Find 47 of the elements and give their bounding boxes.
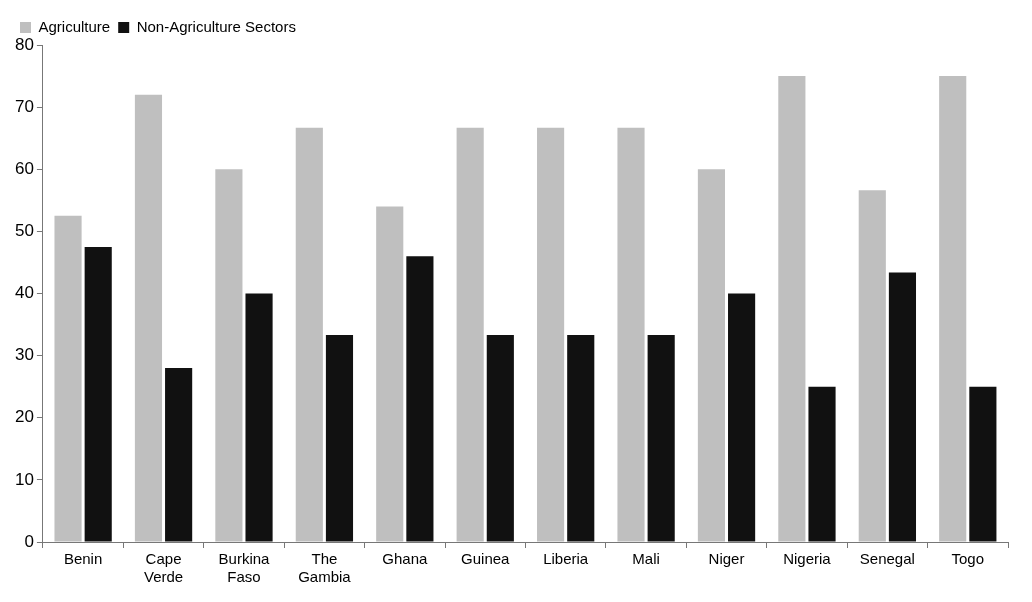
bar: [134, 94, 163, 542]
bar: [939, 76, 967, 542]
bar: [617, 127, 645, 542]
x-tick-label: Ghana: [382, 550, 428, 568]
y-tick-label: 20: [14, 407, 34, 427]
y-tick-label: 40: [14, 283, 34, 303]
x-tick-label: Mali: [632, 550, 660, 568]
y-tick-label: 10: [14, 469, 34, 489]
x-tick-label: Liberia: [543, 550, 589, 568]
x-tick-label: Burkina Faso: [218, 550, 271, 586]
y-tick-label: 60: [14, 158, 34, 178]
bar: [376, 206, 404, 542]
bar: [778, 76, 806, 542]
bar: [406, 256, 434, 542]
bar: [537, 127, 565, 542]
y-tick-label: 0: [24, 531, 34, 551]
legend-label: Agriculture: [38, 17, 111, 35]
bar: [808, 386, 836, 542]
bar: [858, 190, 886, 542]
bar: [295, 127, 323, 542]
bar: [697, 169, 726, 542]
legend-label: Non-Agriculture Sectors: [136, 17, 296, 35]
bar: [567, 335, 595, 542]
x-tick-label: Cape Verde: [143, 550, 184, 586]
y-tick-label: 80: [14, 34, 34, 54]
y-tick-label: 70: [14, 96, 34, 116]
bar: [84, 246, 112, 542]
x-tick-label: Togo: [951, 550, 985, 568]
bar: [215, 169, 243, 542]
bar: [245, 293, 273, 542]
x-tick-label: The Gambia: [298, 550, 352, 586]
x-tick-label: Nigeria: [783, 550, 832, 568]
bar: [728, 293, 756, 542]
bar: [969, 386, 997, 542]
bar: [647, 335, 675, 542]
bar: [486, 335, 514, 542]
bar: [325, 335, 354, 542]
y-tick-label: 50: [14, 221, 34, 241]
x-tick-label: Niger: [708, 550, 745, 568]
x-tick-label: Guinea: [461, 550, 511, 568]
bar: [888, 272, 917, 542]
x-tick-label: Benin: [63, 550, 103, 568]
y-tick-label: 30: [14, 345, 34, 365]
x-tick-label: Senegal: [859, 550, 915, 568]
bar: [54, 215, 82, 542]
bar: [456, 127, 484, 542]
bar: [165, 368, 193, 542]
